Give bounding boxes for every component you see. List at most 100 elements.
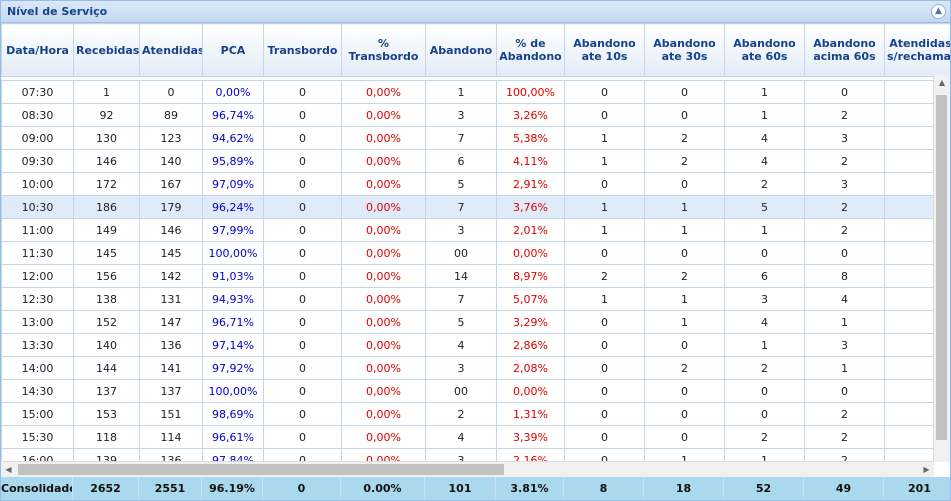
table-cell: 151 xyxy=(139,402,203,426)
collapse-icon[interactable]: ▲ xyxy=(931,4,946,19)
table-row[interactable]: 15:30 118 114 96,61% 0 0,00% 4 3,39% 0 0 2 2 xyxy=(1,425,950,449)
table-row[interactable]: 12:00 156 142 91,03% 0 0,00% 14 8,97% 2 2 6 8 xyxy=(1,264,950,288)
scroll-right-icon[interactable]: ▶ xyxy=(923,465,930,474)
table-row[interactable]: 10:30 186 179 96,24% 0 0,00% 7 3,76% 1 1 5 2 xyxy=(1,195,950,219)
scroll-up-icon[interactable]: ▲ xyxy=(938,78,946,87)
table-row[interactable]: 07:30 1 0 0,00% 0 0,00% 1 100,00% 0 0 1 0 xyxy=(1,80,950,104)
table-cell: 0 xyxy=(644,172,725,196)
table-cell: 1 xyxy=(73,80,140,104)
table-cell: 0 xyxy=(263,172,342,196)
table-cell: 1 xyxy=(724,80,805,104)
table-row[interactable]: 13:00 152 147 96,71% 0 0,00% 5 3,29% 0 1 4 1 xyxy=(1,310,950,334)
totals-cell: 101 xyxy=(425,477,496,500)
table-cell: 2 xyxy=(564,264,645,288)
table-cell: 2 xyxy=(425,402,497,426)
table-cell: 13:30 xyxy=(1,333,74,357)
table-row[interactable]: 16:00 139 136 97,84% 0 0,00% 3 2,16% 0 1 1 2 xyxy=(1,448,950,461)
table-cell: 3 xyxy=(724,287,805,311)
table-cell: 172 xyxy=(73,172,140,196)
table-row[interactable]: 14:30 137 137 100,00% 0 0,00% 00 0,00% 0 0 0 0 xyxy=(1,379,950,403)
vertical-scroll-thumb[interactable] xyxy=(936,95,947,440)
table-row[interactable]: 13:30 140 136 97,14% 0 0,00% 4 2,86% 0 0 1 3 xyxy=(1,333,950,357)
column-header[interactable]: Abandono acima 60s xyxy=(804,23,885,77)
column-header[interactable]: Transbordo xyxy=(263,23,342,77)
table-row[interactable]: 15:00 153 151 98,69% 0 0,00% 2 1,31% 0 0 0 2 xyxy=(1,402,950,426)
table-row[interactable]: 12:30 138 131 94,93% 0 0,00% 7 5,07% 1 1 3 4 xyxy=(1,287,950,311)
table-cell: 0,00% xyxy=(341,172,426,196)
column-header[interactable]: Abandono ate 30s xyxy=(644,23,725,77)
table-cell: 0,00% xyxy=(341,402,426,426)
table-cell: 96,61% xyxy=(202,425,264,449)
table-row[interactable]: 14:00 144 141 97,92% 0 0,00% 3 2,08% 0 2 2 1 xyxy=(1,356,950,380)
table-cell: 96,74% xyxy=(202,103,264,127)
table-cell: 149 xyxy=(73,218,140,242)
table-cell: 2 xyxy=(644,126,725,150)
table-cell: 7 xyxy=(425,195,497,219)
table-row[interactable]: 11:00 149 146 97,99% 0 0,00% 3 2,01% 1 1 1 2 xyxy=(1,218,950,242)
table-cell: 0,00% xyxy=(341,126,426,150)
table-row[interactable]: 10:00 172 167 97,09% 0 0,00% 5 2,91% 0 0 2 3 xyxy=(1,172,950,196)
table-cell: 0 xyxy=(263,379,342,403)
totals-cell: 2551 xyxy=(139,477,202,500)
vertical-scrollbar[interactable]: ▲ xyxy=(933,75,950,462)
column-header[interactable]: Atendidas s/rechamada xyxy=(884,23,950,77)
column-header[interactable]: Abandono ate 10s xyxy=(564,23,645,77)
table-row[interactable]: 11:30 145 145 100,00% 0 0,00% 00 0,00% 0 0 0 0 xyxy=(1,241,950,265)
column-header[interactable]: Abandono ate 60s xyxy=(724,23,805,77)
table-cell: 0 xyxy=(644,402,725,426)
table-cell: 0 xyxy=(724,379,805,403)
table-cell: 8 xyxy=(804,264,885,288)
table-cell: 0,00% xyxy=(341,264,426,288)
table-cell: 100,00% xyxy=(202,379,264,403)
column-header[interactable]: Recebidas xyxy=(73,23,140,77)
table-cell: 0 xyxy=(263,356,342,380)
table-cell: 0 xyxy=(564,172,645,196)
table-cell: 146 xyxy=(139,218,203,242)
table-cell: 0 xyxy=(139,80,203,104)
table-cell: 0,00% xyxy=(341,218,426,242)
table-cell: 3 xyxy=(804,126,885,150)
table-cell: 13:00 xyxy=(1,310,74,334)
table-cell: 4 xyxy=(724,310,805,334)
table-cell: 153 xyxy=(73,402,140,426)
table-cell: 0 xyxy=(564,379,645,403)
column-header[interactable]: Atendidas xyxy=(139,23,203,77)
table-cell: 144 xyxy=(73,356,140,380)
table-cell: 0,00% xyxy=(341,195,426,219)
table-cell: 6 xyxy=(724,264,805,288)
table-cell: 3,76% xyxy=(496,195,565,219)
table-cell: 0 xyxy=(263,425,342,449)
table-row[interactable]: 09:30 146 140 95,89% 0 0,00% 6 4,11% 1 2 4 2 xyxy=(1,149,950,173)
table-cell: 2 xyxy=(804,195,885,219)
table-cell: 142 xyxy=(139,264,203,288)
table-cell: 1 xyxy=(564,287,645,311)
table-cell: 0 xyxy=(804,379,885,403)
table-cell: 140 xyxy=(73,333,140,357)
table-cell: 5,07% xyxy=(496,287,565,311)
horizontal-scrollbar[interactable]: ◀ ▶ xyxy=(1,461,934,477)
column-header[interactable]: Data/Hora xyxy=(1,23,74,77)
column-header[interactable]: Abandono xyxy=(425,23,497,77)
table-row[interactable]: 08:30 92 89 96,74% 0 0,00% 3 3,26% 0 0 1 2 xyxy=(1,103,950,127)
table-cell: 118 xyxy=(73,425,140,449)
column-header[interactable]: PCA xyxy=(202,23,264,77)
table-cell: 2,08% xyxy=(496,356,565,380)
table-cell: 1 xyxy=(724,448,805,461)
totals-cell: 18 xyxy=(644,477,724,500)
horizontal-scroll-thumb[interactable] xyxy=(18,464,504,475)
scroll-left-icon[interactable]: ◀ xyxy=(5,465,12,474)
table-cell: 11:00 xyxy=(1,218,74,242)
table-cell: 0 xyxy=(263,333,342,357)
table-cell: 0 xyxy=(564,402,645,426)
table-cell: 3 xyxy=(425,448,497,461)
table-row[interactable]: 09:00 130 123 94,62% 0 0,00% 7 5,38% 1 2 4 3 xyxy=(1,126,950,150)
table-cell: 0 xyxy=(564,425,645,449)
table-cell: 0 xyxy=(644,103,725,127)
table-cell: 0 xyxy=(564,103,645,127)
table-cell: 7 xyxy=(425,287,497,311)
column-header[interactable]: % de Abandono xyxy=(496,23,565,77)
totals-cell: 96.19% xyxy=(202,477,263,500)
column-header[interactable]: % Transbordo xyxy=(341,23,426,77)
table-cell: 10:30 xyxy=(1,195,74,219)
table-cell: 4 xyxy=(724,149,805,173)
